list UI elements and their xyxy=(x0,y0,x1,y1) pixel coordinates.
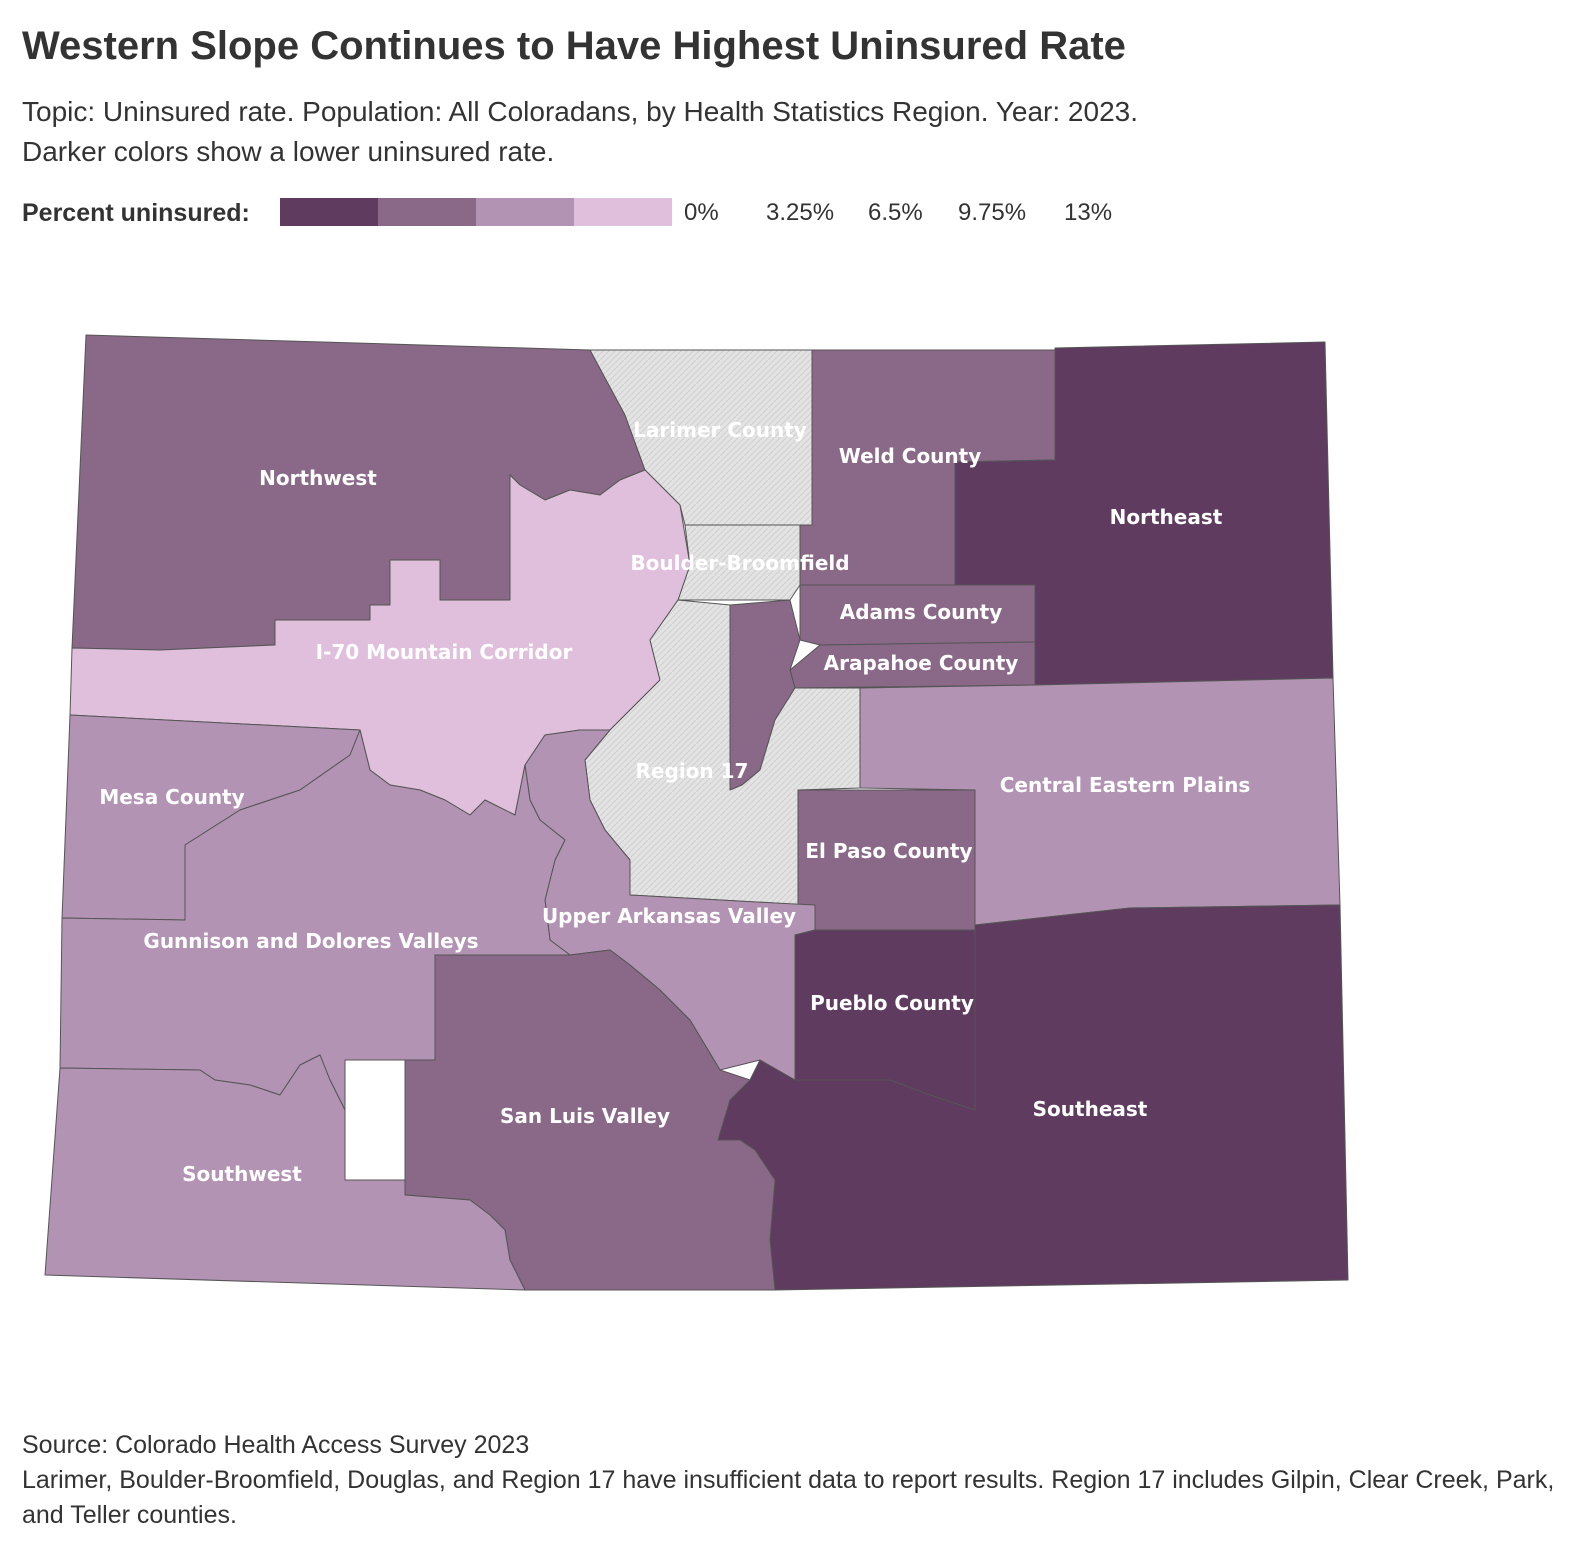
legend-tick-1: 3.25% xyxy=(766,199,835,226)
label-central-eastern: Central Eastern Plains xyxy=(1000,773,1250,797)
label-san-luis: San Luis Valley xyxy=(500,1104,670,1128)
label-southeast: Southeast xyxy=(1033,1097,1148,1121)
legend-color-bar xyxy=(280,198,672,226)
chart-subtitle: Topic: Uninsured rate. Population: All C… xyxy=(22,92,1422,172)
label-weld: Weld County xyxy=(839,444,982,468)
region-southwest[interactable] xyxy=(44,1054,526,1291)
legend-tick-0: 0% xyxy=(684,199,719,226)
label-arapahoe: Arapahoe County xyxy=(824,651,1019,675)
label-northwest: Northwest xyxy=(259,466,377,490)
legend-swatch-2 xyxy=(378,198,476,226)
label-gunnison: Gunnison and Dolores Valleys xyxy=(143,929,478,953)
subtitle-line-2: Darker colors show a lower uninsured rat… xyxy=(22,136,555,167)
data-note: Larimer, Boulder-Broomfield, Douglas, an… xyxy=(22,1466,1555,1529)
label-mesa: Mesa County xyxy=(99,785,244,809)
label-southwest: Southwest xyxy=(182,1162,302,1186)
legend-tick-4: 13% xyxy=(1064,199,1113,226)
label-larimer: Larimer County xyxy=(633,418,807,442)
label-upper-arkansas: Upper Arkansas Valley xyxy=(542,904,796,928)
colorado-region-map: Northwest Larimer County Weld County Nor… xyxy=(44,334,1349,1291)
legend-swatch-3 xyxy=(476,198,574,226)
legend-tick-3: 9.75% xyxy=(958,199,1027,226)
label-pueblo: Pueblo County xyxy=(810,991,974,1015)
legend: Percent uninsured: 0% 3.25% 6.5% 9.75% 1… xyxy=(22,196,1222,230)
legend-swatch-1 xyxy=(280,198,378,226)
legend-label: Percent uninsured: xyxy=(22,199,250,227)
legend-swatch-4 xyxy=(574,198,672,226)
legend-tick-2: 6.5% xyxy=(868,199,923,226)
label-el-paso: El Paso County xyxy=(805,839,972,863)
region-arapahoe[interactable] xyxy=(789,641,1036,689)
label-adams: Adams County xyxy=(840,600,1003,624)
label-region17: Region 17 xyxy=(636,759,749,783)
label-i70: I-70 Mountain Corridor xyxy=(316,640,573,664)
subtitle-line-1: Topic: Uninsured rate. Population: All C… xyxy=(22,96,1138,127)
label-boulder: Boulder-Broomfield xyxy=(630,551,849,575)
footer: Source: Colorado Health Access Survey 20… xyxy=(22,1428,1562,1533)
source-note: Source: Colorado Health Access Survey 20… xyxy=(22,1431,530,1459)
chart-title: Western Slope Continues to Have Highest … xyxy=(22,24,1126,68)
label-northeast: Northeast xyxy=(1110,505,1223,529)
